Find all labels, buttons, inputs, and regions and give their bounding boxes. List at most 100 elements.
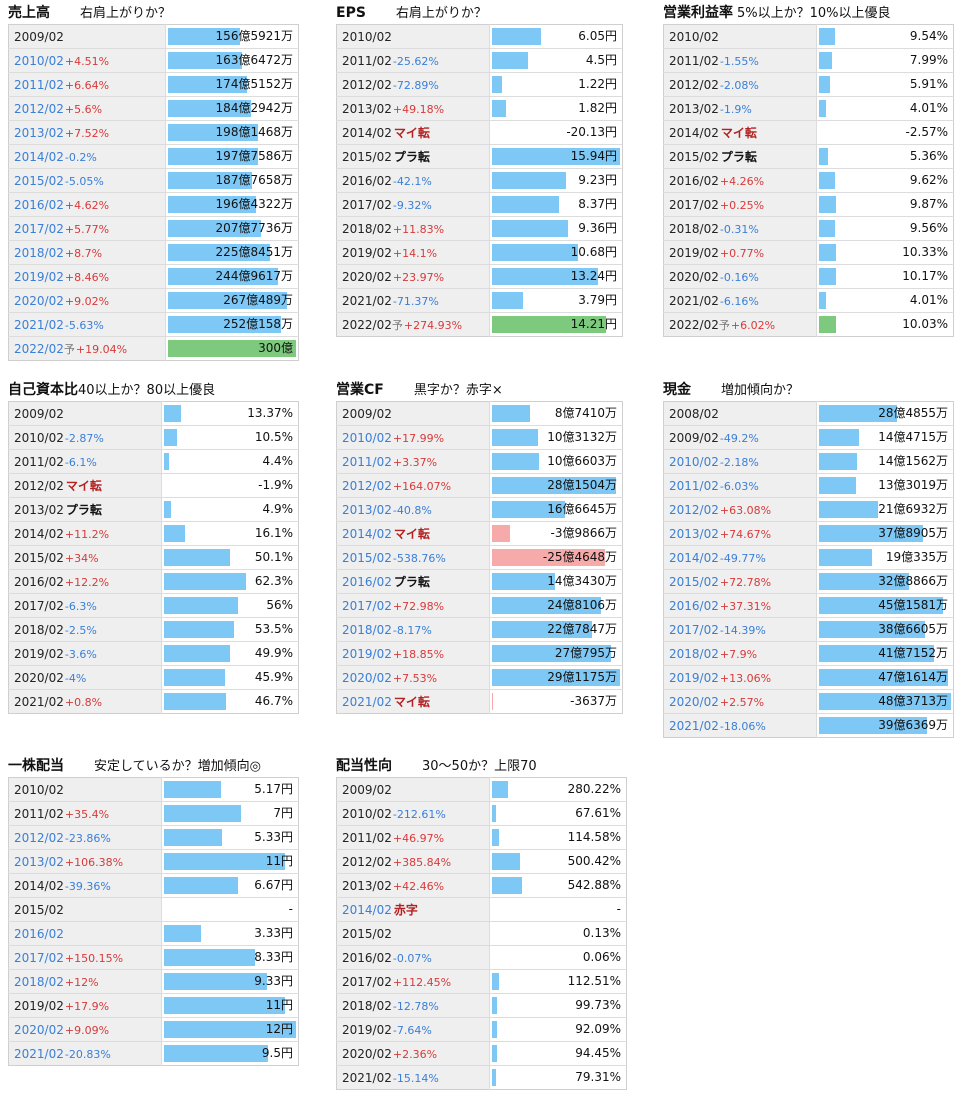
year-link[interactable]: 2021/02 bbox=[669, 718, 719, 733]
year-link[interactable]: 2010/02 bbox=[14, 53, 64, 68]
year-link[interactable]: 2020/02 bbox=[669, 694, 719, 709]
year-link[interactable]: 2012/02 bbox=[342, 478, 392, 493]
year-cell[interactable]: 2019/02+13.06% bbox=[663, 665, 817, 690]
year-cell[interactable]: 2017/02+5.77% bbox=[8, 216, 166, 241]
year-cell[interactable]: 2012/02+164.07% bbox=[336, 473, 490, 498]
year-cell[interactable]: 2020/02+2.57% bbox=[663, 689, 817, 714]
year-link[interactable]: 2018/02 bbox=[669, 646, 719, 661]
year-cell[interactable]: 2016/02 bbox=[8, 921, 162, 946]
table-row: 2010/02-212.61% 67.61% bbox=[336, 801, 627, 826]
year-cell[interactable]: 2010/02+17.99% bbox=[336, 425, 490, 450]
year-cell: 2020/02-0.16% bbox=[663, 264, 817, 289]
year-cell[interactable]: 2021/02-20.83% bbox=[8, 1041, 162, 1066]
year-link[interactable]: 2013/02 bbox=[14, 125, 64, 140]
year-cell[interactable]: 2018/02+8.7% bbox=[8, 240, 166, 265]
year-cell[interactable]: 2019/02+18.85% bbox=[336, 641, 490, 666]
year-cell[interactable]: 2021/02-18.06% bbox=[663, 713, 817, 738]
year-cell[interactable]: 2011/02+6.64% bbox=[8, 72, 166, 97]
year-link[interactable]: 2014/02 bbox=[14, 149, 64, 164]
year-link[interactable]: 2018/02 bbox=[342, 622, 392, 637]
year-link[interactable]: 2017/02 bbox=[342, 598, 392, 613]
year-link[interactable]: 2014/02 bbox=[342, 527, 392, 541]
year-link[interactable]: 2017/02 bbox=[14, 950, 64, 965]
year-cell[interactable]: 2022/02予+19.04% bbox=[8, 336, 166, 361]
year-cell[interactable]: 2018/02-8.17% bbox=[336, 617, 490, 642]
year-label: 2015/02 bbox=[342, 150, 392, 164]
year-cell[interactable]: 2016/02 プラ転 bbox=[336, 569, 490, 594]
year-link[interactable]: 2021/02 bbox=[14, 1046, 64, 1061]
year-link[interactable]: 2012/02 bbox=[14, 830, 64, 845]
year-cell[interactable]: 2010/02-2.18% bbox=[663, 449, 817, 474]
year-cell[interactable]: 2011/02+3.37% bbox=[336, 449, 490, 474]
year-link[interactable]: 2011/02 bbox=[342, 454, 392, 469]
year-cell[interactable]: 2013/02-40.8% bbox=[336, 497, 490, 522]
year-cell[interactable]: 2018/02+7.9% bbox=[663, 641, 817, 666]
year-link[interactable]: 2016/02 bbox=[669, 598, 719, 613]
year-link[interactable]: 2021/02 bbox=[14, 317, 64, 332]
year-link[interactable]: 2014/02 bbox=[342, 903, 392, 917]
year-link[interactable]: 2015/02 bbox=[342, 550, 392, 565]
year-cell[interactable]: 2015/02+72.78% bbox=[663, 569, 817, 594]
year-link[interactable]: 2012/02 bbox=[14, 101, 64, 116]
year-link[interactable]: 2016/02 bbox=[14, 197, 64, 212]
year-link[interactable]: 2019/02 bbox=[669, 670, 719, 685]
year-link[interactable]: 2017/02 bbox=[14, 221, 64, 236]
year-cell[interactable]: 2010/02+4.51% bbox=[8, 48, 166, 73]
year-cell[interactable]: 2014/02-49.77% bbox=[663, 545, 817, 570]
year-cell: 2012/02+385.84% bbox=[336, 849, 490, 874]
table-row: 2013/02+7.52% 198億1468万 bbox=[8, 120, 299, 145]
year-link[interactable]: 2022/02 bbox=[14, 341, 64, 356]
year-cell[interactable]: 2017/02+72.98% bbox=[336, 593, 490, 618]
value-text: 45億1581万 bbox=[878, 598, 948, 612]
year-cell[interactable]: 2016/02+37.31% bbox=[663, 593, 817, 618]
year-link[interactable]: 2020/02 bbox=[14, 293, 64, 308]
year-link[interactable]: 2018/02 bbox=[14, 245, 64, 260]
year-cell[interactable]: 2012/02+63.08% bbox=[663, 497, 817, 522]
year-link[interactable]: 2020/02 bbox=[342, 670, 392, 685]
year-cell: 2011/02-1.55% bbox=[663, 48, 817, 73]
year-link[interactable]: 2013/02 bbox=[342, 502, 392, 517]
year-cell[interactable]: 2012/02-23.86% bbox=[8, 825, 162, 850]
year-link[interactable]: 2020/02 bbox=[14, 1022, 64, 1037]
year-link[interactable]: 2010/02 bbox=[342, 430, 392, 445]
year-cell[interactable]: 2014/02 赤字 bbox=[336, 897, 490, 922]
year-cell[interactable]: 2014/02-0.2% bbox=[8, 144, 166, 169]
year-cell[interactable]: 2021/02 マイ転 bbox=[336, 689, 490, 714]
year-cell[interactable]: 2019/02+8.46% bbox=[8, 264, 166, 289]
year-cell[interactable]: 2013/02+74.67% bbox=[663, 521, 817, 546]
year-link[interactable]: 2015/02 bbox=[669, 574, 719, 589]
year-link[interactable]: 2021/02 bbox=[342, 695, 392, 709]
year-link[interactable]: 2015/02 bbox=[14, 173, 64, 188]
year-cell[interactable]: 2017/02-14.39% bbox=[663, 617, 817, 642]
year-link[interactable]: 2014/02 bbox=[669, 550, 719, 565]
year-cell[interactable]: 2014/02 マイ転 bbox=[336, 521, 490, 546]
year-link[interactable]: 2017/02 bbox=[669, 622, 719, 637]
year-link[interactable]: 2012/02 bbox=[669, 502, 719, 517]
year-label: 2017/02 bbox=[669, 197, 719, 212]
year-link[interactable]: 2018/02 bbox=[14, 974, 64, 989]
table-row: 2016/02 プラ転 14億3430万 bbox=[336, 569, 623, 594]
year-link[interactable]: 2010/02 bbox=[669, 454, 719, 469]
year-link[interactable]: 2011/02 bbox=[14, 77, 64, 92]
year-cell[interactable]: 2015/02-538.76% bbox=[336, 545, 490, 570]
year-cell[interactable]: 2020/02+9.02% bbox=[8, 288, 166, 313]
year-cell[interactable]: 2013/02+106.38% bbox=[8, 849, 162, 874]
year-link[interactable]: 2016/02 bbox=[342, 575, 392, 589]
year-link[interactable]: 2013/02 bbox=[669, 526, 719, 541]
year-cell[interactable]: 2018/02+12% bbox=[8, 969, 162, 994]
year-label: 2019/02 bbox=[342, 245, 392, 260]
year-link[interactable]: 2011/02 bbox=[669, 478, 719, 493]
year-cell[interactable]: 2013/02+7.52% bbox=[8, 120, 166, 145]
year-link[interactable]: 2013/02 bbox=[14, 854, 64, 869]
year-cell[interactable]: 2020/02+9.09% bbox=[8, 1017, 162, 1042]
year-link[interactable]: 2019/02 bbox=[342, 646, 392, 661]
year-cell[interactable]: 2017/02+150.15% bbox=[8, 945, 162, 970]
year-cell[interactable]: 2021/02-5.63% bbox=[8, 312, 166, 337]
year-cell[interactable]: 2015/02-5.05% bbox=[8, 168, 166, 193]
year-cell[interactable]: 2020/02+7.53% bbox=[336, 665, 490, 690]
year-link[interactable]: 2016/02 bbox=[14, 926, 64, 941]
year-cell[interactable]: 2016/02+4.62% bbox=[8, 192, 166, 217]
year-link[interactable]: 2019/02 bbox=[14, 269, 64, 284]
year-cell[interactable]: 2011/02-6.03% bbox=[663, 473, 817, 498]
year-cell[interactable]: 2012/02+5.6% bbox=[8, 96, 166, 121]
